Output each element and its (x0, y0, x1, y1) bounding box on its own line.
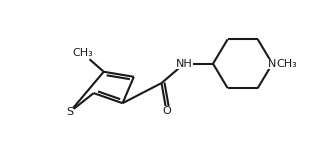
Text: CH₃: CH₃ (277, 59, 297, 69)
Text: N: N (268, 59, 277, 69)
Text: CH₃: CH₃ (72, 48, 93, 58)
Text: NH: NH (176, 59, 192, 69)
Text: O: O (162, 106, 171, 116)
Text: S: S (66, 107, 73, 117)
